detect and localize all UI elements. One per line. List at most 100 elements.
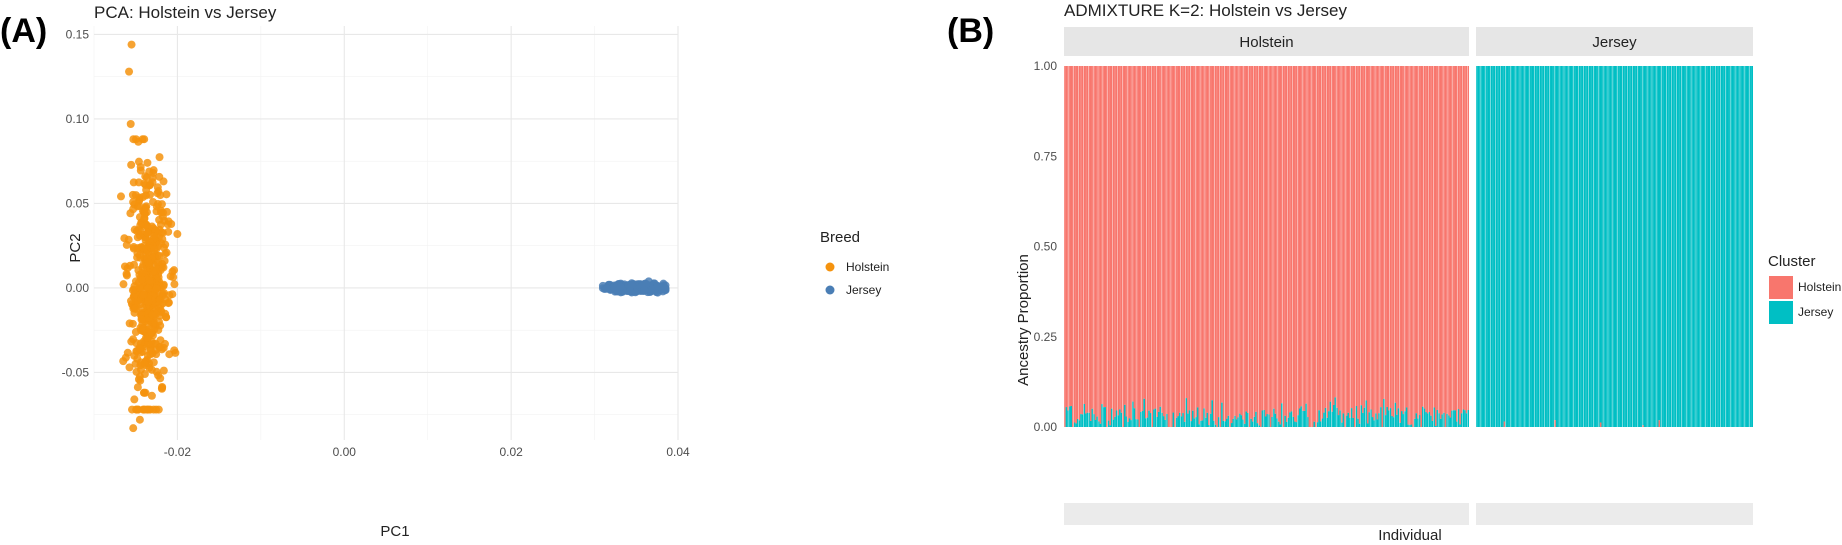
admixture-bar-holstein [1599,422,1602,427]
admixture-bar-jersey [1255,411,1257,427]
admixture-bar-jersey [1261,410,1264,427]
admixture-bar-jersey [1086,412,1089,427]
admixture-bar-jersey [1454,410,1457,427]
admixture-bar-jersey [1689,66,1692,427]
admixture-bar-holstein [1430,66,1432,416]
admixture-bar-jersey [1590,66,1592,427]
pca-point-holstein [170,280,179,289]
admixture-bar-jersey [1452,410,1455,427]
admixture-bar-jersey [1601,66,1604,427]
admixture-bar-holstein [1407,66,1410,425]
admixture-bar-jersey [1731,66,1734,427]
admixture-bar-holstein [1363,66,1366,408]
admixture-bar-jersey [1441,414,1444,427]
admixture-bar-holstein [1402,66,1405,415]
admixture-bar-jersey [1495,66,1498,427]
admixture-bar-jersey [1718,66,1721,427]
admixture-bar-jersey [1583,66,1586,427]
admixture-bar-holstein [1379,66,1382,408]
pca-point-holstein [131,303,140,312]
admixture-bar-holstein [1355,66,1358,407]
pca-x-tick-label: 0.00 [333,445,357,459]
admixture-bar-jersey [1550,66,1553,427]
admixture-bar-holstein [1201,66,1204,421]
admixture-bar-holstein [1164,66,1167,420]
admixture-bar-holstein [1281,66,1283,404]
pca-point-holstein [131,328,140,337]
admixture-bar-jersey [1279,424,1282,427]
admixture-bar-jersey [1378,413,1380,427]
pca-point-holstein [150,245,159,254]
admixture-bar-jersey [1660,66,1662,427]
pca-point-holstein [116,192,125,201]
admixture-bar-jersey [1115,410,1118,427]
admixture-bar-holstein [1109,66,1111,426]
pca-title: PCA: Holstein vs Jersey [94,3,277,22]
pca-point-holstein [125,67,134,76]
admixture-bar-holstein [1167,66,1170,427]
admixture-bar-jersey [1544,66,1547,427]
pca-point-holstein [169,273,178,282]
admixture-bar-jersey [1629,66,1631,427]
admixture-bar-holstein [1465,66,1468,414]
admixture-bar-jersey [1528,66,1530,427]
admixture-bar-holstein [1130,66,1133,421]
admixture-bar-holstein [1462,66,1465,410]
pca-point-holstein [147,365,156,374]
admixture-bar-holstein [1282,66,1285,427]
admixture-bar-holstein [1658,420,1661,427]
admixture-bar-jersey [1143,398,1145,427]
admixture-bar-holstein [1172,66,1175,413]
admixture-bar-holstein [1279,66,1282,425]
pca-x-ticks: -0.02 0.00 0.02 0.04 [164,445,690,459]
admixture-bar-jersey [1637,66,1639,427]
admixture-bar-jersey [1253,416,1256,427]
admixture-chart: ADMIXTURE K=2: Holstein vs Jersey Holste… [1015,1,1841,544]
admixture-bar-jersey [1368,412,1371,427]
admixture-bar-jersey [1182,413,1184,427]
admixture-bar-holstein [1156,66,1158,417]
admixture-legend-label-jersey: Jersey [1798,305,1833,319]
admixture-bar-holstein [1383,66,1385,399]
admixture-bar-holstein [1313,66,1316,422]
admixture-bar-holstein [1230,66,1233,424]
admixture-bar-holstein [1412,66,1414,427]
pca-point-holstein [135,415,144,424]
pca-y-tick-label: 0.10 [66,112,90,126]
panel-label-b: (B) [947,12,994,50]
admixture-bar-holstein [1185,66,1188,399]
admixture-bar-jersey [1728,66,1731,427]
admixture-bar-jersey [1200,420,1202,427]
admixture-bar-jersey [1404,411,1406,427]
admixture-bar-jersey [1593,66,1595,427]
admixture-bar-jersey [1070,405,1073,427]
admixture-bar-holstein [1245,66,1248,412]
admixture-bar-jersey [1339,410,1342,427]
pca-point-jersey [640,286,649,295]
admixture-bar-jersey [1384,415,1387,427]
admixture-bar-holstein [1255,66,1257,412]
admixture-bar-holstein [1297,66,1299,416]
admixture-bar-jersey [1127,421,1129,427]
admixture-bar-holstein [1191,66,1194,411]
admixture-bar-jersey [1274,413,1277,427]
admixture-bar-holstein [1642,425,1644,427]
admixture-bar-holstein [1187,66,1189,414]
admixture-bar-jersey [1130,420,1133,427]
pca-point-holstein [120,262,129,271]
admixture-bar-jersey [1451,410,1453,427]
pca-point-holstein [126,120,135,129]
pca-point-holstein [129,424,138,433]
admixture-bar-holstein [1145,66,1147,419]
admixture-bar-jersey [1518,66,1520,427]
admixture-bar-jersey [1465,413,1468,427]
admixture-bar-jersey [1323,412,1325,427]
admixture-bar-jersey [1355,406,1358,427]
admixture-bar-jersey [1477,66,1480,427]
pca-point-holstein [136,163,145,172]
pca-x-tick-label: 0.02 [499,445,523,459]
admixture-bar-jersey [1078,420,1081,427]
admixture-y-tick-label: 0.25 [1034,330,1058,344]
admixture-bar-jersey [1277,421,1280,427]
admixture-bar-holstein [1417,66,1419,419]
